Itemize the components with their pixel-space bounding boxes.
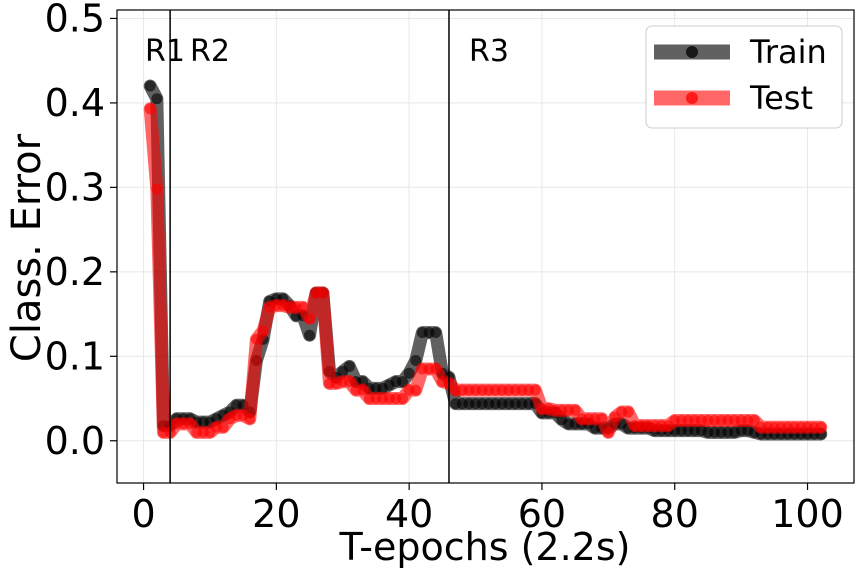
data-point: [397, 376, 409, 388]
y-tick-label: 0.0: [45, 419, 105, 463]
y-tick-label: 0.3: [45, 165, 105, 209]
legend-train-marker: [686, 46, 698, 58]
data-point: [217, 421, 229, 433]
x-tick-label: 0: [131, 492, 155, 536]
x-tick-label: 20: [252, 492, 300, 536]
data-point: [748, 414, 760, 426]
series-test: [143, 102, 828, 439]
legend-train-label: Train: [749, 33, 827, 71]
data-point: [622, 406, 634, 418]
axis-ticks: 0 20 40 60 80 100 0.0 0.1 0.2 0.3 0.4 0.5: [45, 0, 844, 536]
data-point: [397, 393, 409, 405]
data-point: [151, 93, 163, 105]
data-point: [244, 413, 256, 425]
data-point: [297, 301, 309, 313]
data-point: [403, 367, 415, 379]
data-point: [410, 384, 422, 396]
data-point: [602, 426, 614, 438]
series-layer: [143, 79, 828, 441]
series-line-test: [143, 102, 828, 439]
data-point: [430, 327, 442, 339]
data-point: [430, 363, 442, 375]
region-label-r2: R2: [190, 34, 230, 69]
region-markers: R1 R2 R3: [145, 10, 509, 483]
x-tick-label: 40: [385, 492, 433, 536]
data-point: [144, 103, 156, 115]
x-tick-label: 100: [771, 492, 844, 536]
data-point: [184, 418, 196, 430]
plot-frame: [116, 9, 855, 484]
data-point: [151, 183, 163, 195]
data-point: [257, 325, 269, 337]
x-tick-label: 60: [518, 492, 566, 536]
y-axis-label: Class. Error: [4, 133, 50, 362]
legend-test-marker: [686, 92, 698, 104]
region-label-r3: R3: [469, 34, 509, 69]
data-point: [357, 384, 369, 396]
data-point: [144, 80, 156, 92]
y-tick-label: 0.1: [45, 334, 105, 378]
data-point: [410, 355, 422, 367]
data-point: [317, 287, 329, 299]
legend: Train Test: [645, 25, 843, 129]
region-label-r1: R1: [145, 34, 185, 69]
data-point: [343, 360, 355, 372]
data-point: [815, 421, 827, 433]
data-point: [250, 333, 262, 345]
x-tick-label: 80: [651, 492, 699, 536]
x-axis-label: T-epochs (2.2s): [339, 525, 631, 569]
data-point: [343, 376, 355, 388]
data-point: [529, 384, 541, 396]
y-tick-label: 0.4: [45, 81, 105, 125]
data-point: [569, 404, 581, 416]
data-point: [304, 329, 316, 341]
legend-test-label: Test: [749, 79, 813, 117]
data-point: [304, 312, 316, 324]
y-tick-label: 0.5: [45, 0, 105, 40]
data-point: [596, 413, 608, 425]
y-tick-label: 0.2: [45, 250, 105, 294]
